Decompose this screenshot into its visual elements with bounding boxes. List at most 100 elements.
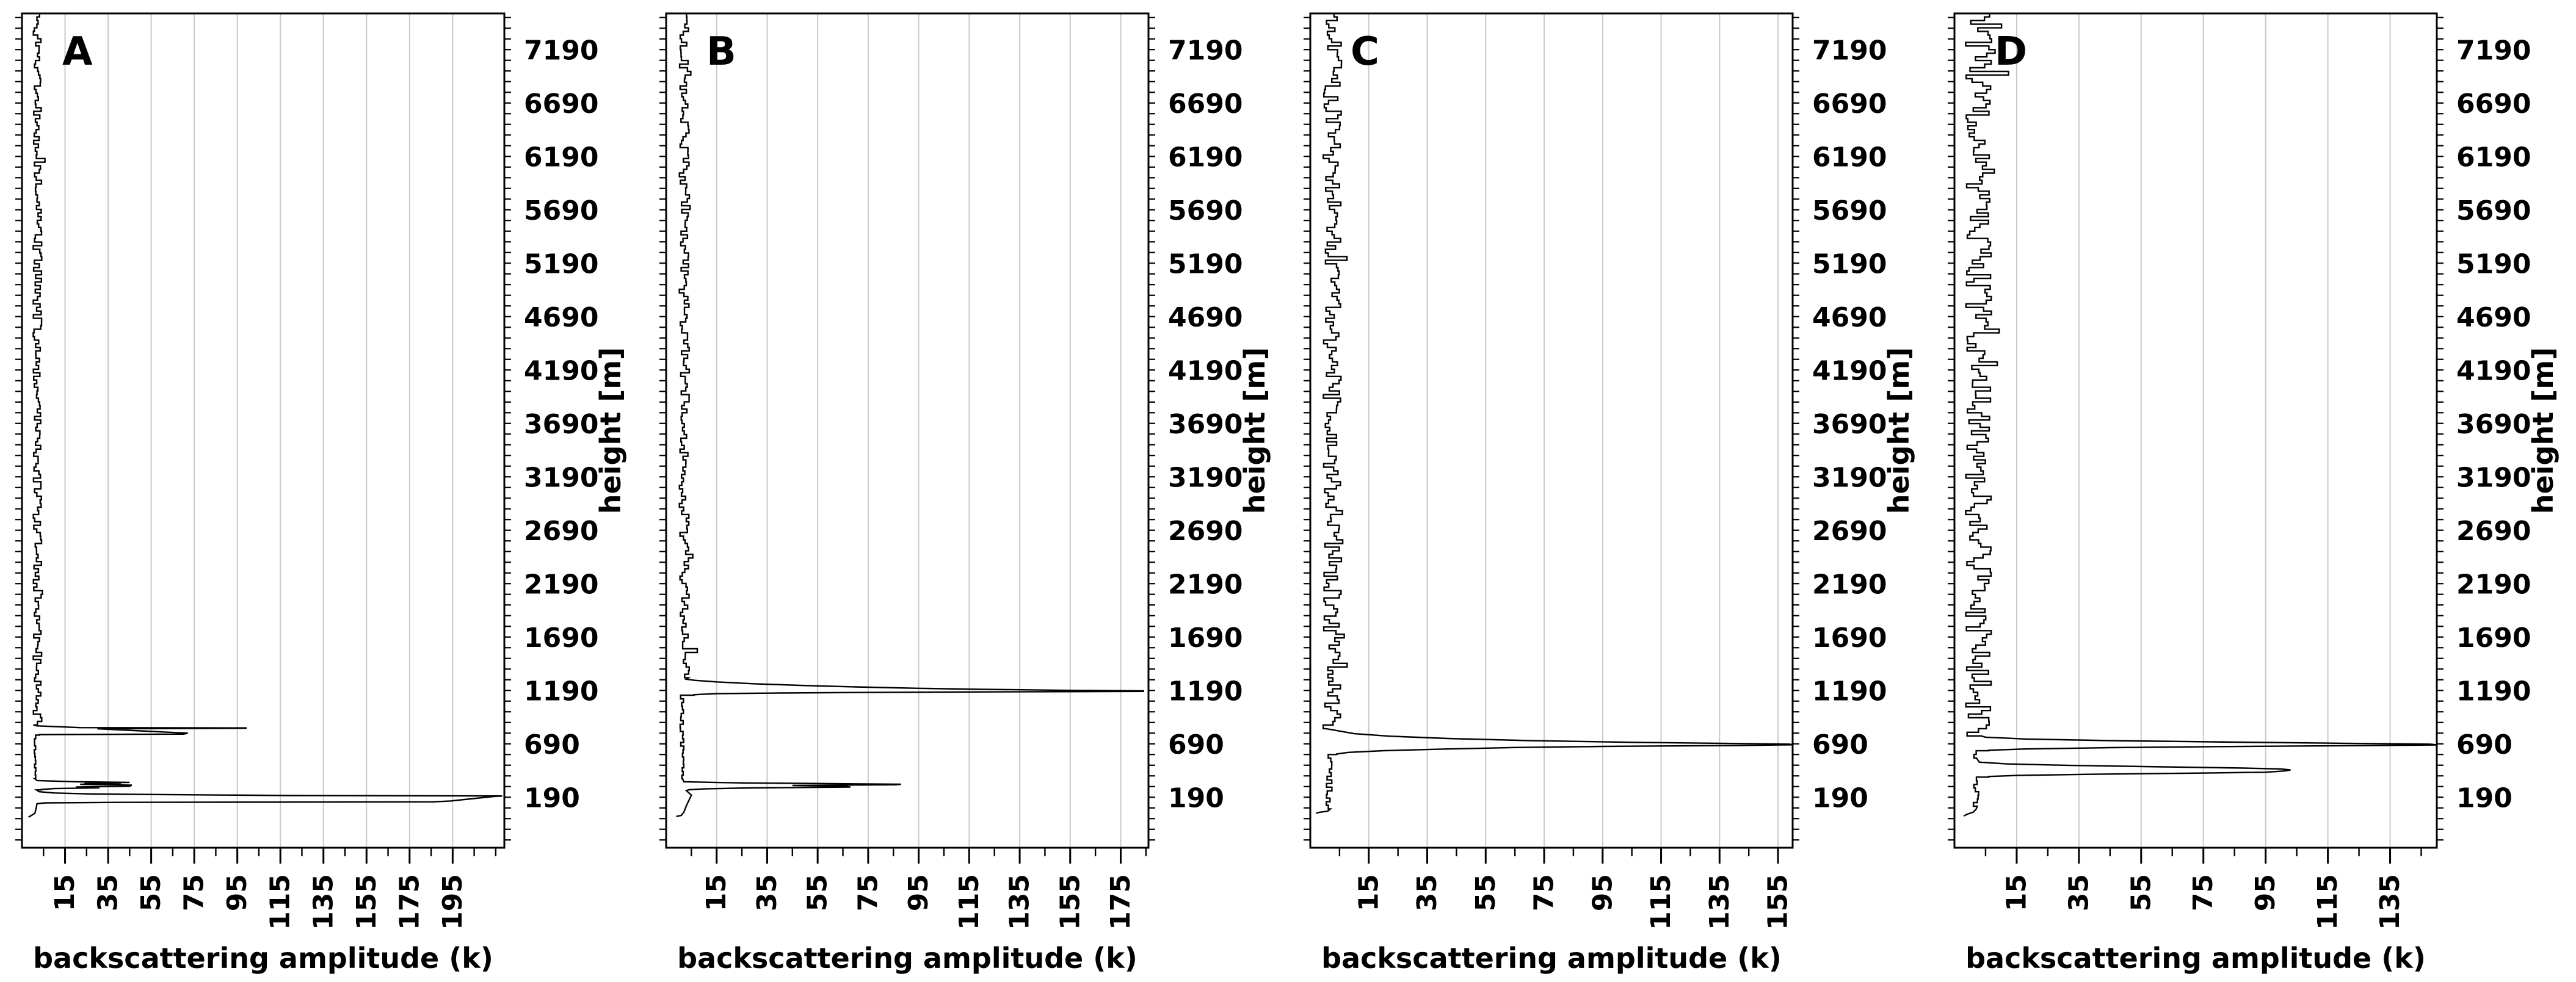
plot-frame	[21, 12, 506, 849]
x-tick-label: 115	[265, 874, 296, 930]
panel-A: 190 690 1190 1690 2190 2690 3190 3690 4190 4690 51…	[0, 0, 644, 982]
y-tick-label: 190	[2456, 783, 2513, 814]
profile-trace	[1316, 13, 1793, 814]
y-tick-label: 1190	[524, 676, 598, 707]
y-tick-label: 3190	[2456, 463, 2531, 494]
y-tick-label: 690	[1168, 729, 1224, 760]
y-tick-label: 7190	[1168, 35, 1243, 67]
panel-letter: C	[1351, 29, 1379, 74]
y-axis-title: height [m]	[2527, 347, 2560, 514]
profile-trace	[28, 13, 503, 818]
x-tick-label: 95	[2250, 874, 2281, 911]
x-tick-label: 155	[351, 874, 382, 930]
x-tick-label: 115	[2312, 874, 2343, 930]
y-tick-label: 5190	[2456, 249, 2531, 280]
y-tick-label: 690	[524, 729, 580, 760]
panel-letter: A	[62, 29, 93, 74]
x-tick-label: 135	[1004, 874, 1036, 930]
profile-trace	[676, 13, 1144, 817]
y-tick-label: 3690	[2456, 409, 2531, 440]
y-tick-label: 190	[1168, 783, 1224, 814]
y-tick-label: 5190	[524, 249, 598, 280]
x-tick-label: 75	[852, 874, 883, 911]
y-tick-label: 7190	[1812, 35, 1887, 67]
y-tick-label: 2190	[524, 569, 598, 601]
x-tick-label: 135	[1704, 874, 1735, 930]
y-tick-label: 3690	[524, 409, 598, 440]
y-tick-label: 1190	[2456, 676, 2531, 707]
x-tick-label: 75	[1529, 874, 1560, 911]
y-tick-label: 4190	[524, 356, 598, 387]
y-tick-label: 7190	[2456, 35, 2531, 67]
x-tick-label: 55	[802, 874, 833, 911]
y-tick-label: 2190	[1168, 569, 1243, 601]
panel-letter: B	[706, 29, 736, 74]
x-tick-label: 75	[2188, 874, 2219, 911]
y-tick-label: 190	[524, 783, 580, 814]
x-tick-label: 175	[394, 874, 425, 930]
y-tick-label: 5690	[2456, 195, 2531, 226]
x-tick-label: 55	[136, 874, 167, 911]
x-tick-label: 15	[49, 874, 81, 911]
panel-letter: D	[1995, 29, 2027, 74]
y-tick-label: 4190	[1168, 356, 1243, 387]
x-tick-label: 35	[2063, 874, 2094, 911]
x-tick-label: 175	[1105, 874, 1136, 930]
x-tick-label: 155	[1054, 874, 1086, 930]
x-tick-label: 75	[179, 874, 210, 911]
panel-C: 190 690 1190 1690 2190 2690 3190 3690 4190 4690 51…	[1288, 0, 1932, 982]
y-tick-label: 4690	[2456, 302, 2531, 333]
y-tick-label: 5690	[1168, 195, 1243, 226]
x-tick-label: 35	[1412, 874, 1443, 911]
y-tick-label: 1190	[1168, 676, 1243, 707]
x-tick-label: 95	[222, 874, 253, 911]
y-tick-label: 6690	[1812, 88, 1887, 120]
y-tick-label: 6690	[1168, 88, 1243, 120]
y-tick-label: 4690	[1168, 302, 1243, 333]
x-axis-title: backscattering amplitude (k)	[1965, 942, 2426, 975]
plot-d-svg: 190 690 1190 1690 2190 2690 3190 3690 4190 4690 51…	[1948, 12, 2560, 975]
y-tick-label: 4690	[1812, 302, 1887, 333]
y-tick-label: 1690	[1168, 623, 1243, 654]
x-tick-label: 115	[1645, 874, 1677, 930]
y-tick-label: 6690	[524, 88, 598, 120]
y-tick-label: 6190	[1812, 142, 1887, 173]
y-tick-label: 7190	[524, 35, 598, 67]
x-tick-label: 15	[2001, 874, 2032, 911]
y-tick-label: 1690	[2456, 623, 2531, 654]
y-tick-label: 6190	[2456, 142, 2531, 173]
x-tick-label: 95	[1587, 874, 1618, 911]
y-tick-label: 2690	[524, 516, 598, 547]
y-tick-label: 190	[1812, 783, 1868, 814]
x-tick-label: 135	[2375, 874, 2406, 930]
y-tick-label: 3190	[1812, 463, 1887, 494]
y-axis-title: height [m]	[1882, 347, 1915, 514]
plot-frame	[665, 12, 1150, 849]
y-tick-label: 4690	[524, 302, 598, 333]
y-tick-label: 1690	[524, 623, 598, 654]
x-tick-label: 115	[954, 874, 985, 930]
y-tick-label: 690	[1812, 729, 1868, 760]
plot-a-svg: 190 690 1190 1690 2190 2690 3190 3690 4190 4690 51…	[15, 12, 627, 975]
y-tick-label: 4190	[1812, 356, 1887, 387]
y-axis-title: height [m]	[594, 347, 627, 514]
x-axis-title: backscattering amplitude (k)	[677, 942, 1137, 975]
plot-frame	[1953, 12, 2438, 849]
panel-B: 190 690 1190 1690 2190 2690 3190 3690 4190 4690 51…	[644, 0, 1288, 982]
y-tick-label: 5190	[1812, 249, 1887, 280]
x-axis-title: backscattering amplitude (k)	[33, 942, 493, 975]
y-tick-label: 6190	[1168, 142, 1243, 173]
x-tick-label: 35	[752, 874, 783, 911]
x-tick-label: 15	[701, 874, 732, 911]
y-tick-label: 1690	[1812, 623, 1887, 654]
y-tick-label: 1190	[1812, 676, 1887, 707]
y-tick-label: 2190	[2456, 569, 2531, 601]
y-tick-label: 3690	[1168, 409, 1243, 440]
y-tick-label: 2690	[2456, 516, 2531, 547]
y-tick-label: 5190	[1168, 249, 1243, 280]
x-tick-label: 55	[2125, 874, 2157, 911]
x-axis-title: backscattering amplitude (k)	[1321, 942, 1782, 975]
y-tick-label: 2190	[1812, 569, 1887, 601]
y-tick-label: 3690	[1812, 409, 1887, 440]
